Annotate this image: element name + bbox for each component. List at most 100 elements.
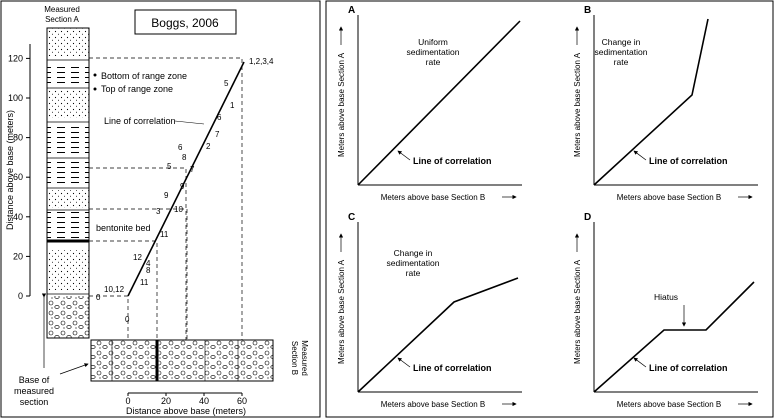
zone-label-1234: 1,2,3,4 (249, 57, 274, 66)
legend-bottom-label: Bottom of range zone (101, 71, 187, 81)
subpanel-letter: B (584, 5, 591, 16)
zone-label-2: 2 (206, 142, 211, 151)
zone-label-1012: 10,12 (104, 285, 125, 294)
subpanel-corr-arrow (397, 357, 411, 368)
x-tick-label: 0 (125, 396, 130, 406)
base-label-line2: measured (14, 386, 54, 396)
base-label-line3: section (20, 397, 49, 407)
line-of-correlation-label: Line of correlation (104, 116, 176, 126)
legend-top-label: Top of range zone (101, 84, 173, 94)
zone-label-5b: 5 (167, 162, 172, 171)
subpanel-y-label: Meters above base Section A (573, 52, 582, 157)
subpanel-note: sedimentation (387, 258, 440, 268)
subpanel-corr-arrow (633, 150, 647, 161)
source-label: Boggs, 2006 (151, 16, 219, 30)
y-tick-label: 60 (13, 172, 23, 182)
bentonite-bed-label: bentonite bed (96, 223, 151, 233)
subpanel-corr-label: Line of correlation (413, 156, 492, 166)
x-tick-label: 60 (237, 396, 247, 406)
subpanel-note: Uniform (418, 37, 448, 47)
subpanel-x-label: Meters above base Section B (381, 193, 486, 202)
subpanel-note: Change in (394, 248, 433, 258)
line-of-correlation (127, 61, 245, 297)
subpanel-corr-arrow (633, 357, 647, 368)
subpanel-note: rate (614, 57, 629, 67)
zone-label-4: 4 (146, 259, 151, 268)
zone-label-5a: 5 (224, 79, 229, 88)
right-panel-frame (325, 0, 774, 418)
zone-label-7b: 7 (190, 165, 195, 174)
subpanel-note: rate (426, 57, 441, 67)
zone-label-8b: 8 (146, 266, 151, 275)
y-tick-label: 0 (18, 291, 23, 301)
x-axis-label: Distance above base (meters) (126, 406, 246, 416)
range-zone-labels: 1,2,3,4 5 1 6 7 2 6 8 5 7 9 9 3 10 11 12… (96, 57, 274, 324)
y-tick-label: 120 (8, 53, 23, 63)
zone-label-7a: 7 (215, 130, 220, 139)
subpanel-y-label: Meters above base Section A (573, 259, 582, 364)
subpanel-corr-label: Line of correlation (649, 156, 728, 166)
zone-label-12: 12 (133, 253, 142, 262)
source-label-box (134, 9, 237, 35)
subpanel-x-label: Meters above base Section B (381, 400, 486, 409)
zone-label-1: 1 (230, 101, 235, 110)
y-tick-label: 100 (8, 93, 23, 103)
subpanel-correlation-line (357, 277, 519, 393)
subpanel-letter: D (584, 212, 591, 223)
zone-label-3: 3 (156, 207, 161, 216)
subpanel-x-label: Meters above base Section B (617, 400, 722, 409)
legend-top-marker (93, 87, 97, 91)
base-label-arrow-b (59, 363, 89, 375)
legend-bottom-marker (93, 73, 97, 77)
zone-label-9b: 9 (180, 182, 185, 191)
zone-label-10: 10 (174, 205, 183, 214)
subpanel-d: D Meters above base Section B Meters above… (573, 212, 758, 409)
section-b-title-line2: Section B (290, 341, 299, 375)
subpanel-a: A Meters above base Section B Meters above… (337, 5, 522, 202)
y-tick-label: 40 (13, 212, 23, 222)
subpanel-corr-arrow (397, 150, 411, 161)
subpanel-note: Change in (602, 37, 641, 47)
subpanel-y-label: Meters above base Section A (337, 259, 346, 364)
zone-label-9a: 9 (164, 191, 169, 200)
zone-label-0b: 0 (125, 315, 130, 324)
subpanel-letter: C (348, 212, 355, 223)
subpanel-corr-label: Line of correlation (413, 363, 492, 373)
subpanel-c: C Meters above base Section B Meters above… (337, 212, 522, 409)
section-a-title-line1: Measured (44, 5, 80, 14)
line-of-correlation-leader (174, 120, 205, 125)
y-tick-label: 80 (13, 133, 23, 143)
subpanel-correlation-line (357, 20, 521, 186)
subpanel-y-label: Meters above base Section A (337, 52, 346, 157)
x-ticks: 0 20 40 60 (125, 393, 247, 406)
zone-label-11a: 11 (160, 230, 169, 239)
y-tick-label: 20 (13, 251, 23, 261)
subpanel-x-label: Meters above base Section B (617, 193, 722, 202)
zone-label-11b: 11 (140, 278, 149, 287)
y-ticks: 0 20 40 60 80 100 120 (8, 53, 30, 301)
zone-label-6b: 6 (178, 143, 183, 152)
section-b-column (90, 339, 274, 382)
subpanel-note: sedimentation (595, 47, 648, 57)
y-axis-label: Distance above base (meters) (5, 110, 15, 230)
subpanel-note: sedimentation (407, 47, 460, 57)
zone-label-6a: 6 (217, 113, 222, 122)
section-b-title-line1: Measured (300, 340, 309, 376)
left-panel: Boggs, 2006 Measured Section A (0, 0, 321, 418)
subpanel-note: Hiatus (654, 292, 678, 302)
right-panel: A Meters above base Section B Meters above… (325, 0, 774, 418)
x-tick-label: 40 (199, 396, 209, 406)
section-a-column (46, 27, 90, 339)
zone-label-8: 8 (182, 153, 187, 162)
subpanel-corr-label: Line of correlation (649, 363, 728, 373)
subpanel-correlation-line (593, 18, 709, 186)
x-tick-label: 20 (161, 396, 171, 406)
subpanel-note: rate (406, 268, 421, 278)
zone-label-0: 0 (96, 293, 101, 302)
base-label-line1: Base of (19, 375, 50, 385)
section-a-title-line2: Section A (45, 15, 79, 24)
subpanel-letter: A (348, 5, 355, 16)
subpanel-b: B Meters above base Section B Meters above… (573, 5, 758, 202)
subpanel-correlation-line (593, 281, 755, 393)
